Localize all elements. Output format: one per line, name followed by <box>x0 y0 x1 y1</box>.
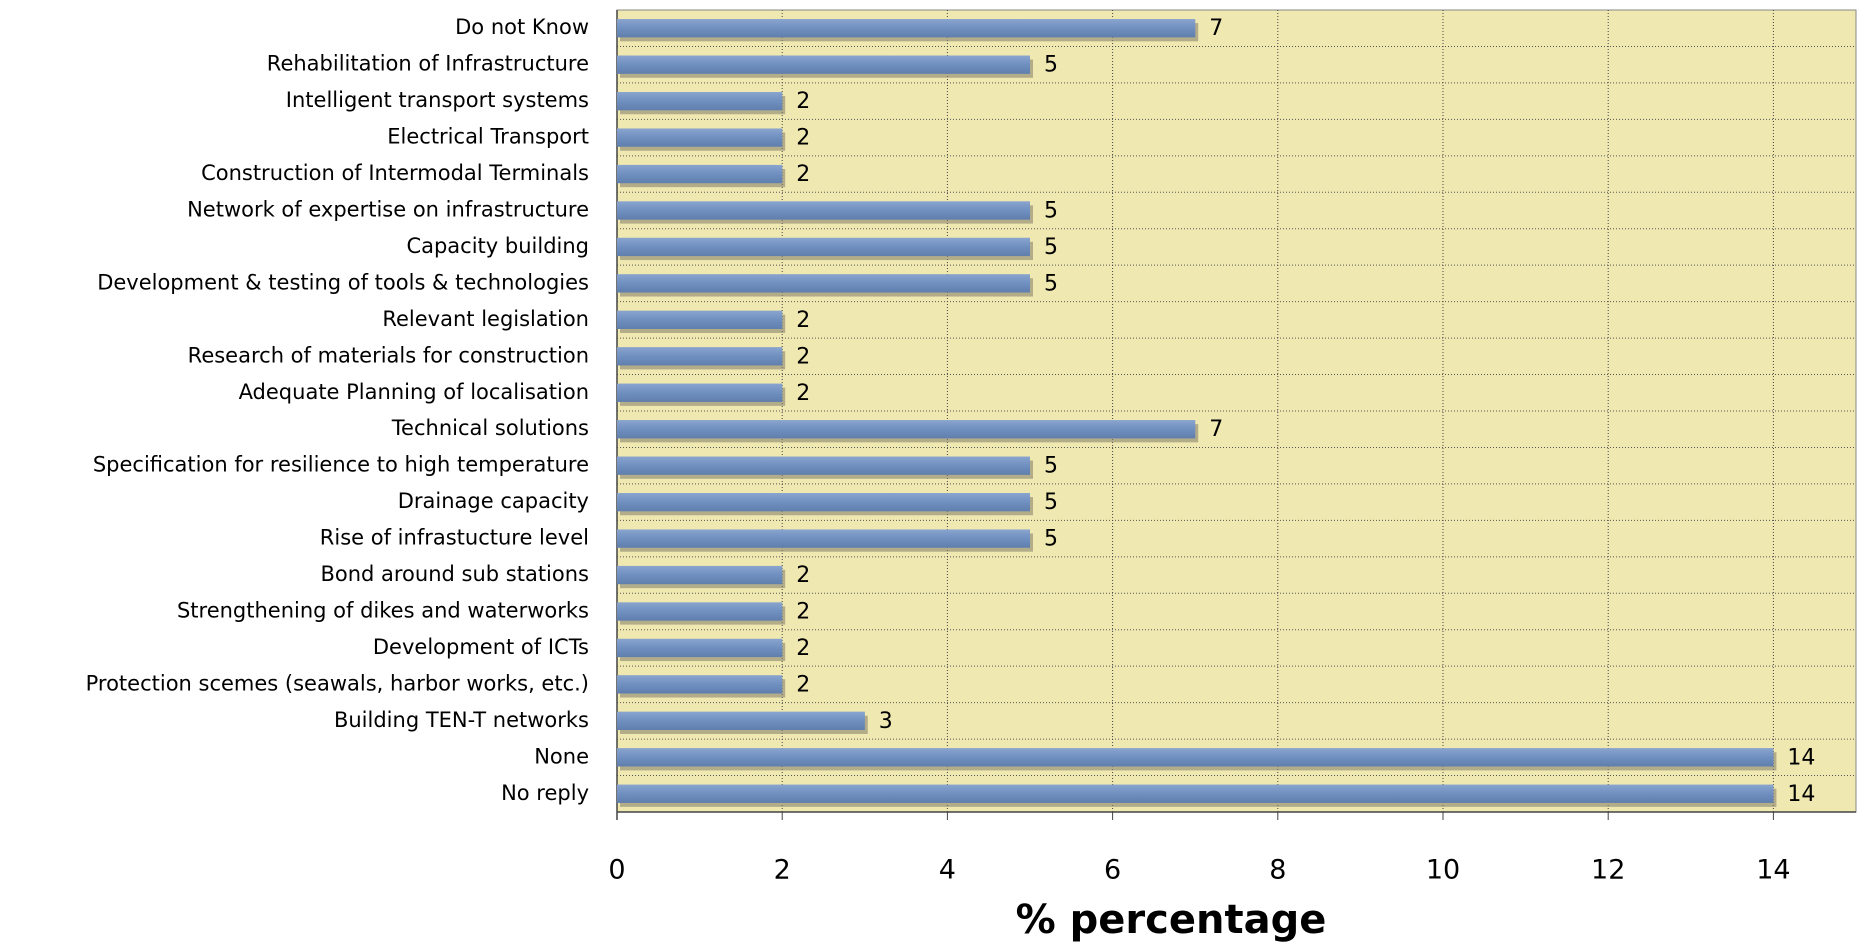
data-label: 2 <box>796 308 810 333</box>
bar-shine <box>617 19 1196 38</box>
bar-shine <box>617 602 783 621</box>
data-label: 5 <box>1044 271 1058 296</box>
y-tick-label: Research of materials for construction <box>188 343 589 367</box>
y-tick-label: Rehabilitation of Infrastructure <box>267 52 589 76</box>
data-label: 2 <box>796 381 810 406</box>
data-label: 14 <box>1787 745 1815 770</box>
bar-shine <box>617 529 1030 548</box>
x-tick-label: 6 <box>1104 855 1121 886</box>
bar-shine <box>617 274 1030 293</box>
data-label: 2 <box>796 636 810 661</box>
y-tick-label: Electrical Transport <box>387 125 589 149</box>
y-tick-label: Do not Know <box>455 15 589 39</box>
y-tick-label: Rise of infrastucture level <box>320 526 589 550</box>
data-label: 7 <box>1209 16 1223 41</box>
y-tick-label: Relevant legislation <box>382 307 589 331</box>
bar-shine <box>617 310 783 329</box>
data-label: 5 <box>1044 53 1058 78</box>
bar-shine <box>617 201 1030 220</box>
data-label: 14 <box>1787 782 1815 807</box>
y-tick-label: Bond around sub stations <box>320 562 589 586</box>
y-tick-label: None <box>534 744 589 768</box>
x-tick-label: 10 <box>1426 855 1460 886</box>
bar-shine <box>617 784 1774 803</box>
data-label: 2 <box>796 344 810 369</box>
bar-shine <box>617 638 783 658</box>
data-label: 5 <box>1044 490 1058 515</box>
bar-shine <box>617 565 783 585</box>
y-tick-label: Intelligent transport systems <box>286 88 589 112</box>
bar-shine <box>617 347 783 366</box>
bar-shine <box>617 420 1196 439</box>
data-label: 2 <box>796 563 810 588</box>
bar-shine <box>617 456 1030 475</box>
y-tick-label: Development & testing of tools & technol… <box>97 270 589 294</box>
data-label: 2 <box>796 162 810 187</box>
bar-shine <box>617 237 1030 257</box>
x-tick-label: 12 <box>1591 855 1625 886</box>
bar-shine <box>617 128 783 147</box>
y-tick-label: Drainage capacity <box>398 489 589 513</box>
bar-shine <box>617 493 1030 512</box>
bar-shine <box>617 748 1774 767</box>
y-tick-label: Strengthening of dikes and waterworks <box>177 599 589 623</box>
bar-shine <box>617 675 783 694</box>
x-tick-label: 4 <box>939 855 956 886</box>
bar-shine <box>617 164 783 184</box>
data-label: 3 <box>879 709 893 734</box>
bar-shine <box>617 55 1030 74</box>
data-label: 5 <box>1044 527 1058 552</box>
bar-shine <box>617 92 783 111</box>
x-axis-title: % percentage <box>1016 897 1327 943</box>
y-tick-label: Building TEN-T networks <box>334 708 589 732</box>
data-label: 7 <box>1209 417 1223 442</box>
x-tick-label: 2 <box>774 855 791 886</box>
bar-shine <box>617 383 783 402</box>
data-label: 5 <box>1044 235 1058 260</box>
y-tick-label: No reply <box>501 781 589 805</box>
data-label: 2 <box>796 89 810 114</box>
y-tick-label: Development of ICTs <box>373 635 589 659</box>
y-tick-label: Technical solutions <box>391 416 589 440</box>
y-tick-label: Specification for resilience to high tem… <box>93 453 589 477</box>
data-label: 5 <box>1044 454 1058 479</box>
x-tick-label: 8 <box>1269 855 1286 886</box>
x-tick-label: 14 <box>1756 855 1790 886</box>
data-label: 2 <box>796 126 810 151</box>
y-tick-label: Capacity building <box>406 234 589 258</box>
x-tick-label: 0 <box>608 855 625 886</box>
y-tick-label: Network of expertise on infrastructure <box>187 198 589 222</box>
y-tick-label: Construction of Intermodal Terminals <box>201 161 589 185</box>
data-label: 5 <box>1044 199 1058 224</box>
data-label: 2 <box>796 600 810 625</box>
y-tick-label: Adequate Planning of localisation <box>239 380 589 404</box>
bar-shine <box>617 711 865 730</box>
y-tick-label: Protection scemes (seawals, harbor works… <box>86 671 589 695</box>
data-label: 2 <box>796 672 810 697</box>
